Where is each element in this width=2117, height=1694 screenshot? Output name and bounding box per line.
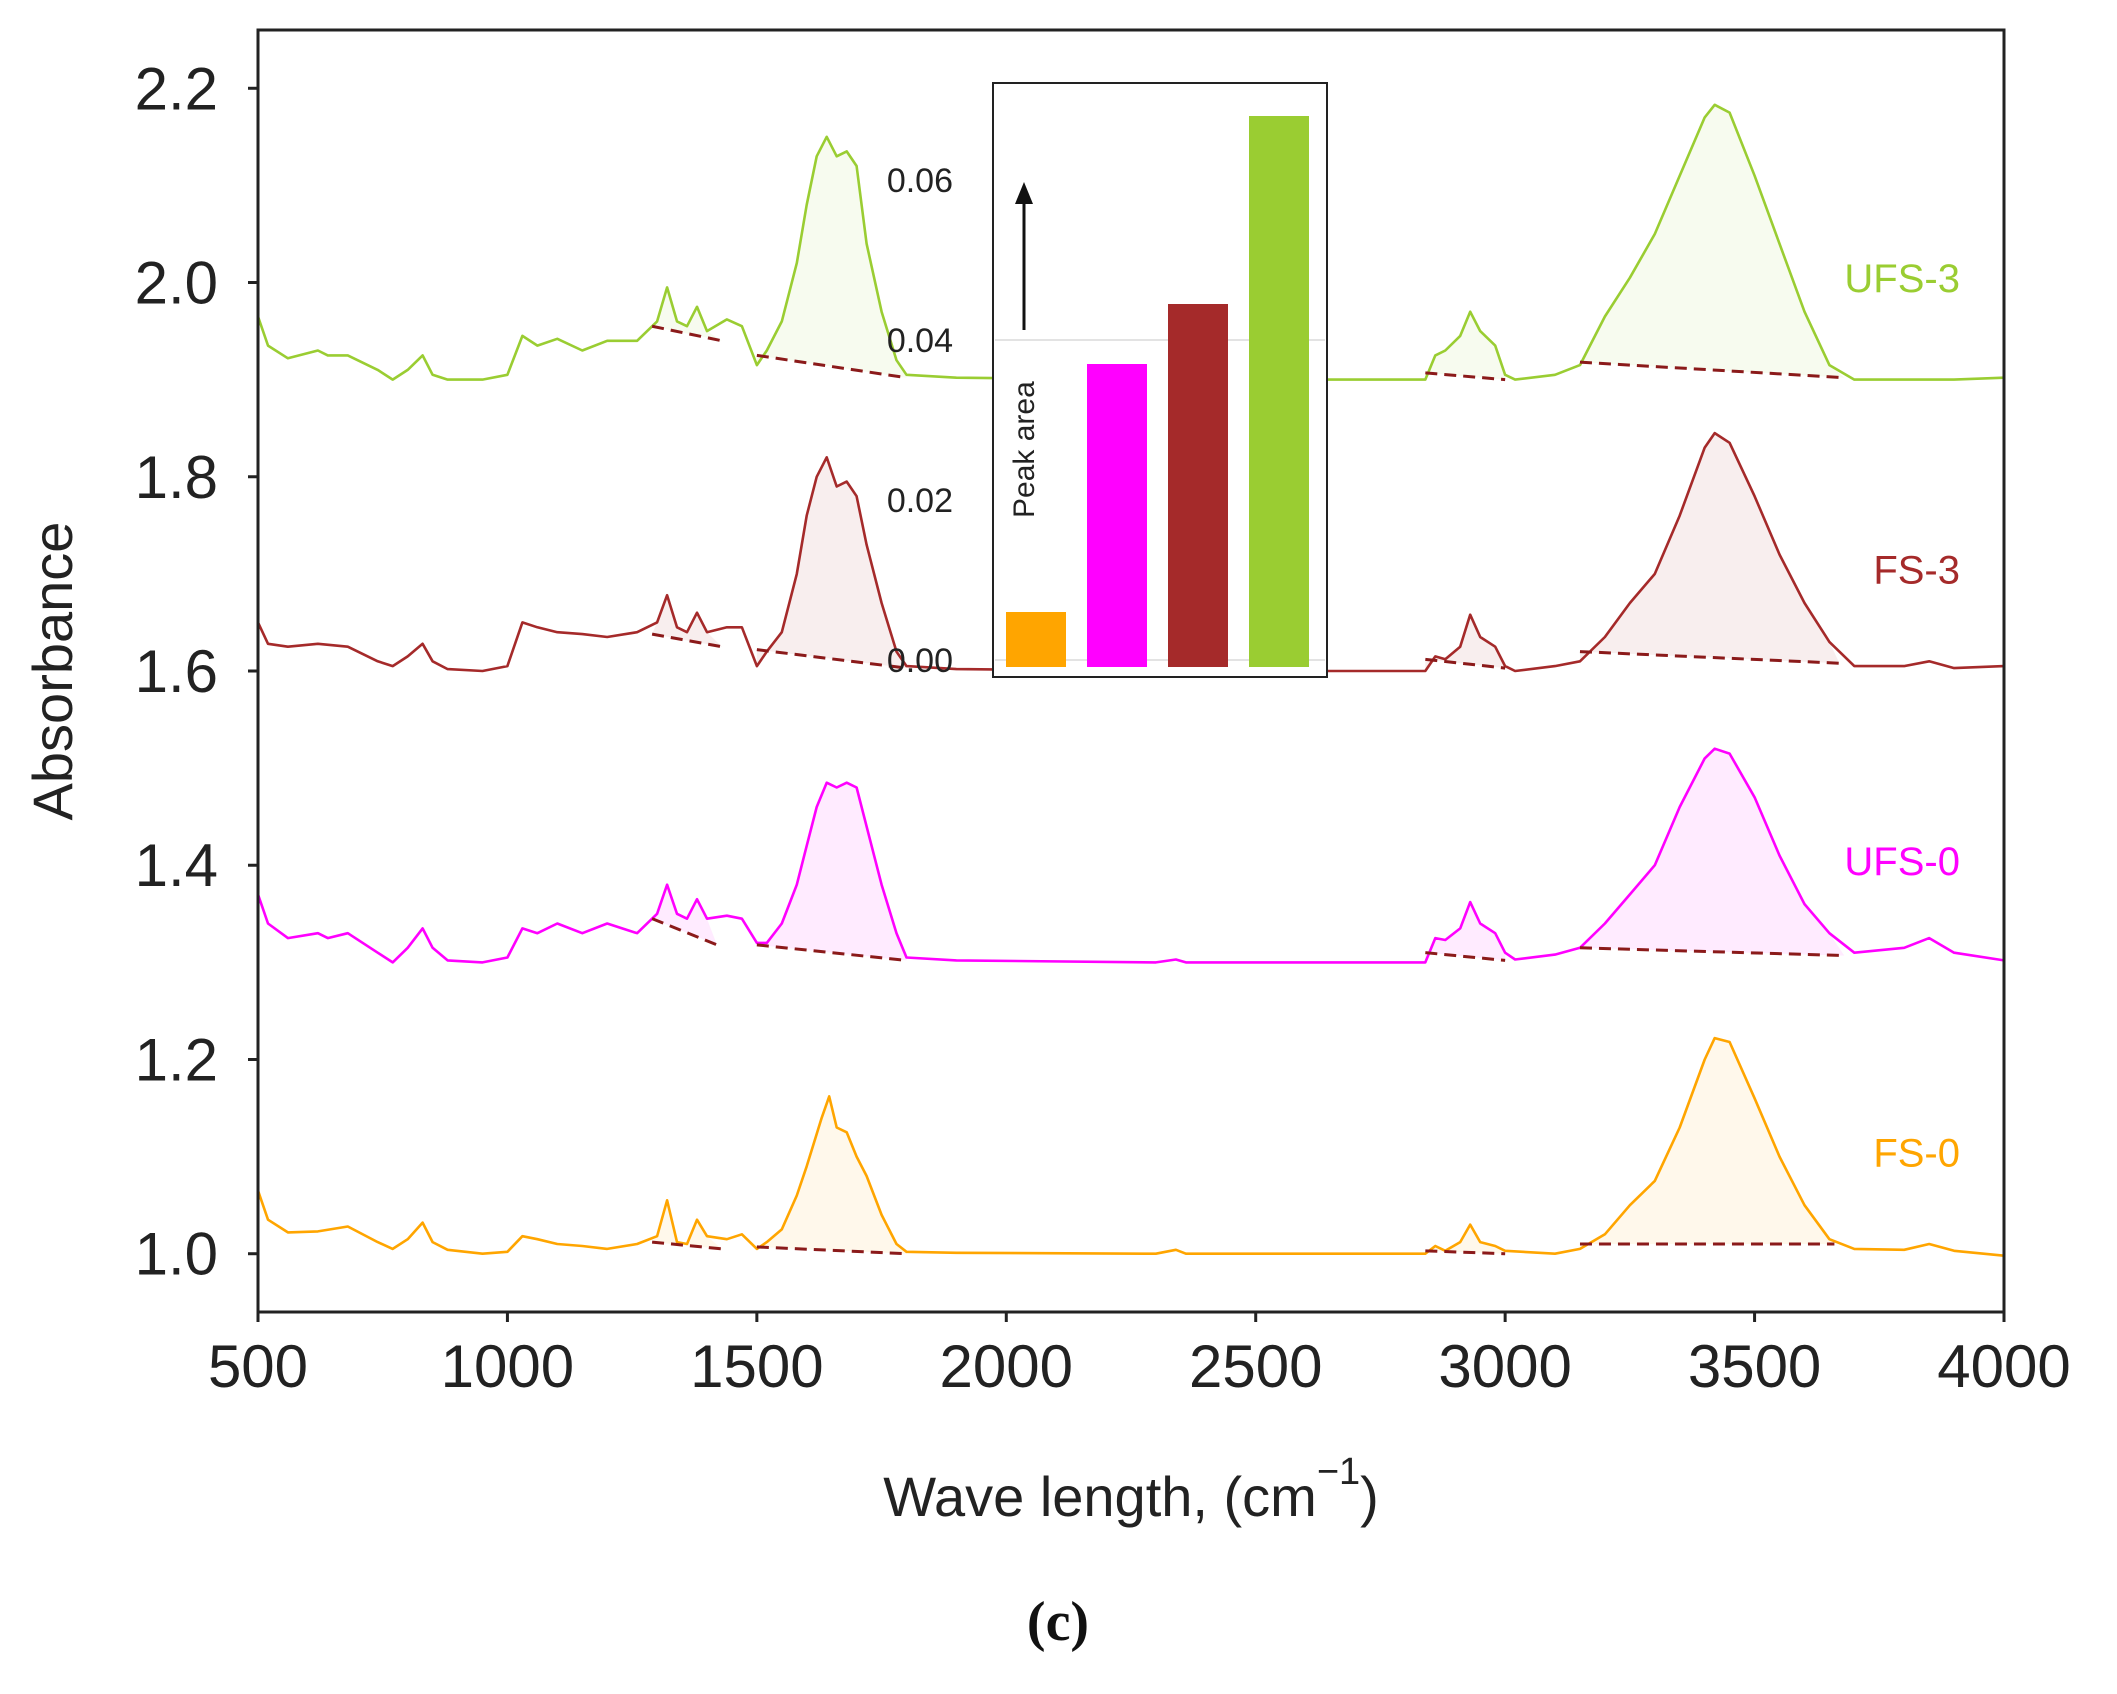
peak-fill-ufs-0-1 xyxy=(756,782,907,961)
baseline-ufs-0-1 xyxy=(756,943,907,962)
inset-y-tick-label: 0.04 xyxy=(887,322,953,360)
x-tick-label: 2500 xyxy=(1189,1333,1322,1400)
x-tick-label: 3500 xyxy=(1688,1333,1821,1400)
peak-fill-ufs-3-3 xyxy=(1579,104,1845,378)
inset-bar-ufs-0 xyxy=(1087,364,1147,667)
x-tick-label: 4000 xyxy=(1937,1333,2070,1400)
y-tick-label: 1.4 xyxy=(135,832,218,899)
inset-tick-labels: 0.00 0.02 0.04 0.06 xyxy=(887,162,953,680)
peak-fill-ufs-0-0 xyxy=(652,884,717,945)
baseline-ufs-3-0 xyxy=(651,324,723,343)
inset-y-tick-label: 0.00 xyxy=(887,642,953,680)
peak-fill-fs-3-2 xyxy=(1425,614,1506,671)
inset-bar-ufs-3 xyxy=(1249,116,1309,667)
panel-label: (c) xyxy=(1027,1591,1089,1653)
peak-fill-fs-3-1 xyxy=(756,457,907,669)
y-tick-label: 1.8 xyxy=(135,444,218,511)
series-label-ufs-3: UFS-3 xyxy=(1844,257,1960,301)
peak-fill-fs-0-3 xyxy=(1579,1038,1835,1249)
peak-fill-fs-0-1 xyxy=(756,1096,907,1254)
spectrum-line-fs-0 xyxy=(256,1036,2005,1257)
y-axis-title: Absorbance xyxy=(21,522,84,821)
tick-layer: 500 1000 1500 2000 2500 3000 3500 4000 1.0 1.2 1.4… xyxy=(135,55,2071,1400)
x-tick-label: 1500 xyxy=(690,1333,823,1400)
peak-area-arrowhead-icon xyxy=(1015,182,1033,204)
peak-area-inset: 0.00 0.02 0.04 0.06 Peak area xyxy=(887,82,1328,680)
x-axis-title: Wave length, (cm−1) xyxy=(883,1451,1379,1528)
spectrum-line-fs-3 xyxy=(256,431,2005,673)
peak-fill-fs-3-0 xyxy=(652,595,722,647)
series-labels: FS-0 UFS-0 FS-3 UFS-3 xyxy=(1844,257,1960,1175)
baseline-fs-0-1 xyxy=(756,1245,907,1256)
baseline-ufs-3-3 xyxy=(1579,360,1845,380)
baseline-fs-3-2 xyxy=(1425,657,1506,670)
baseline-fs-0-0 xyxy=(651,1240,723,1251)
series-ufs-0 xyxy=(256,747,2005,964)
series-label-fs-3: FS-3 xyxy=(1873,549,1960,593)
y-tick-label: 2.2 xyxy=(135,55,218,122)
baseline-fs-0-2 xyxy=(1425,1249,1506,1256)
peak-fill-ufs-3-2 xyxy=(1425,311,1506,380)
baseline-ufs-3-1 xyxy=(756,353,907,380)
baseline-ufs-0-0 xyxy=(651,917,718,947)
spectrum-line-ufs-3 xyxy=(256,103,2005,381)
inset-y-tick-label: 0.02 xyxy=(887,482,953,520)
peak-fill-ufs-0-3 xyxy=(1579,748,1845,956)
baseline-ufs-0-2 xyxy=(1425,951,1506,962)
x-tick-label: 1000 xyxy=(441,1333,574,1400)
peak-fill-ufs-3-1 xyxy=(756,136,907,378)
series-fs-0 xyxy=(256,1036,2005,1257)
inset-bar-fs-3 xyxy=(1168,304,1228,667)
baseline-ufs-3-2 xyxy=(1425,371,1506,382)
y-tick-label: 1.2 xyxy=(135,1026,218,1093)
baseline-ufs-0-3 xyxy=(1579,946,1845,958)
x-axis-title-close: ) xyxy=(1360,1465,1379,1528)
x-tick-label: 3000 xyxy=(1438,1333,1571,1400)
x-tick-label: 2000 xyxy=(940,1333,1073,1400)
y-tick-label: 1.0 xyxy=(135,1221,218,1288)
series-fs-3 xyxy=(256,431,2005,673)
inset-bar-fs-0 xyxy=(1006,612,1066,667)
x-axis-title-main: Wave length, (cm xyxy=(883,1465,1317,1528)
baseline-fs-3-1 xyxy=(756,648,907,670)
series-label-fs-0: FS-0 xyxy=(1873,1131,1960,1175)
y-tick-label: 1.6 xyxy=(135,638,218,705)
series-label-ufs-0: UFS-0 xyxy=(1844,840,1960,884)
x-axis-title-superscript: −1 xyxy=(1317,1451,1360,1493)
spectrum-line-ufs-0 xyxy=(256,747,2005,964)
inset-y-axis-title: Peak area xyxy=(1008,381,1041,518)
inset-y-tick-label: 0.06 xyxy=(887,162,953,200)
series-layer xyxy=(256,103,2005,1257)
series-ufs-3 xyxy=(256,103,2005,382)
x-tick-label: 500 xyxy=(208,1333,308,1400)
peak-fill-ufs-0-2 xyxy=(1425,902,1506,963)
inset-bars xyxy=(1006,116,1309,667)
peak-fill-fs-3-3 xyxy=(1579,433,1840,664)
baseline-fs-3-0 xyxy=(651,632,723,649)
peak-fill-fs-0-2 xyxy=(1425,1224,1506,1254)
y-tick-label: 2.0 xyxy=(135,250,218,317)
baseline-fs-3-3 xyxy=(1579,650,1840,665)
